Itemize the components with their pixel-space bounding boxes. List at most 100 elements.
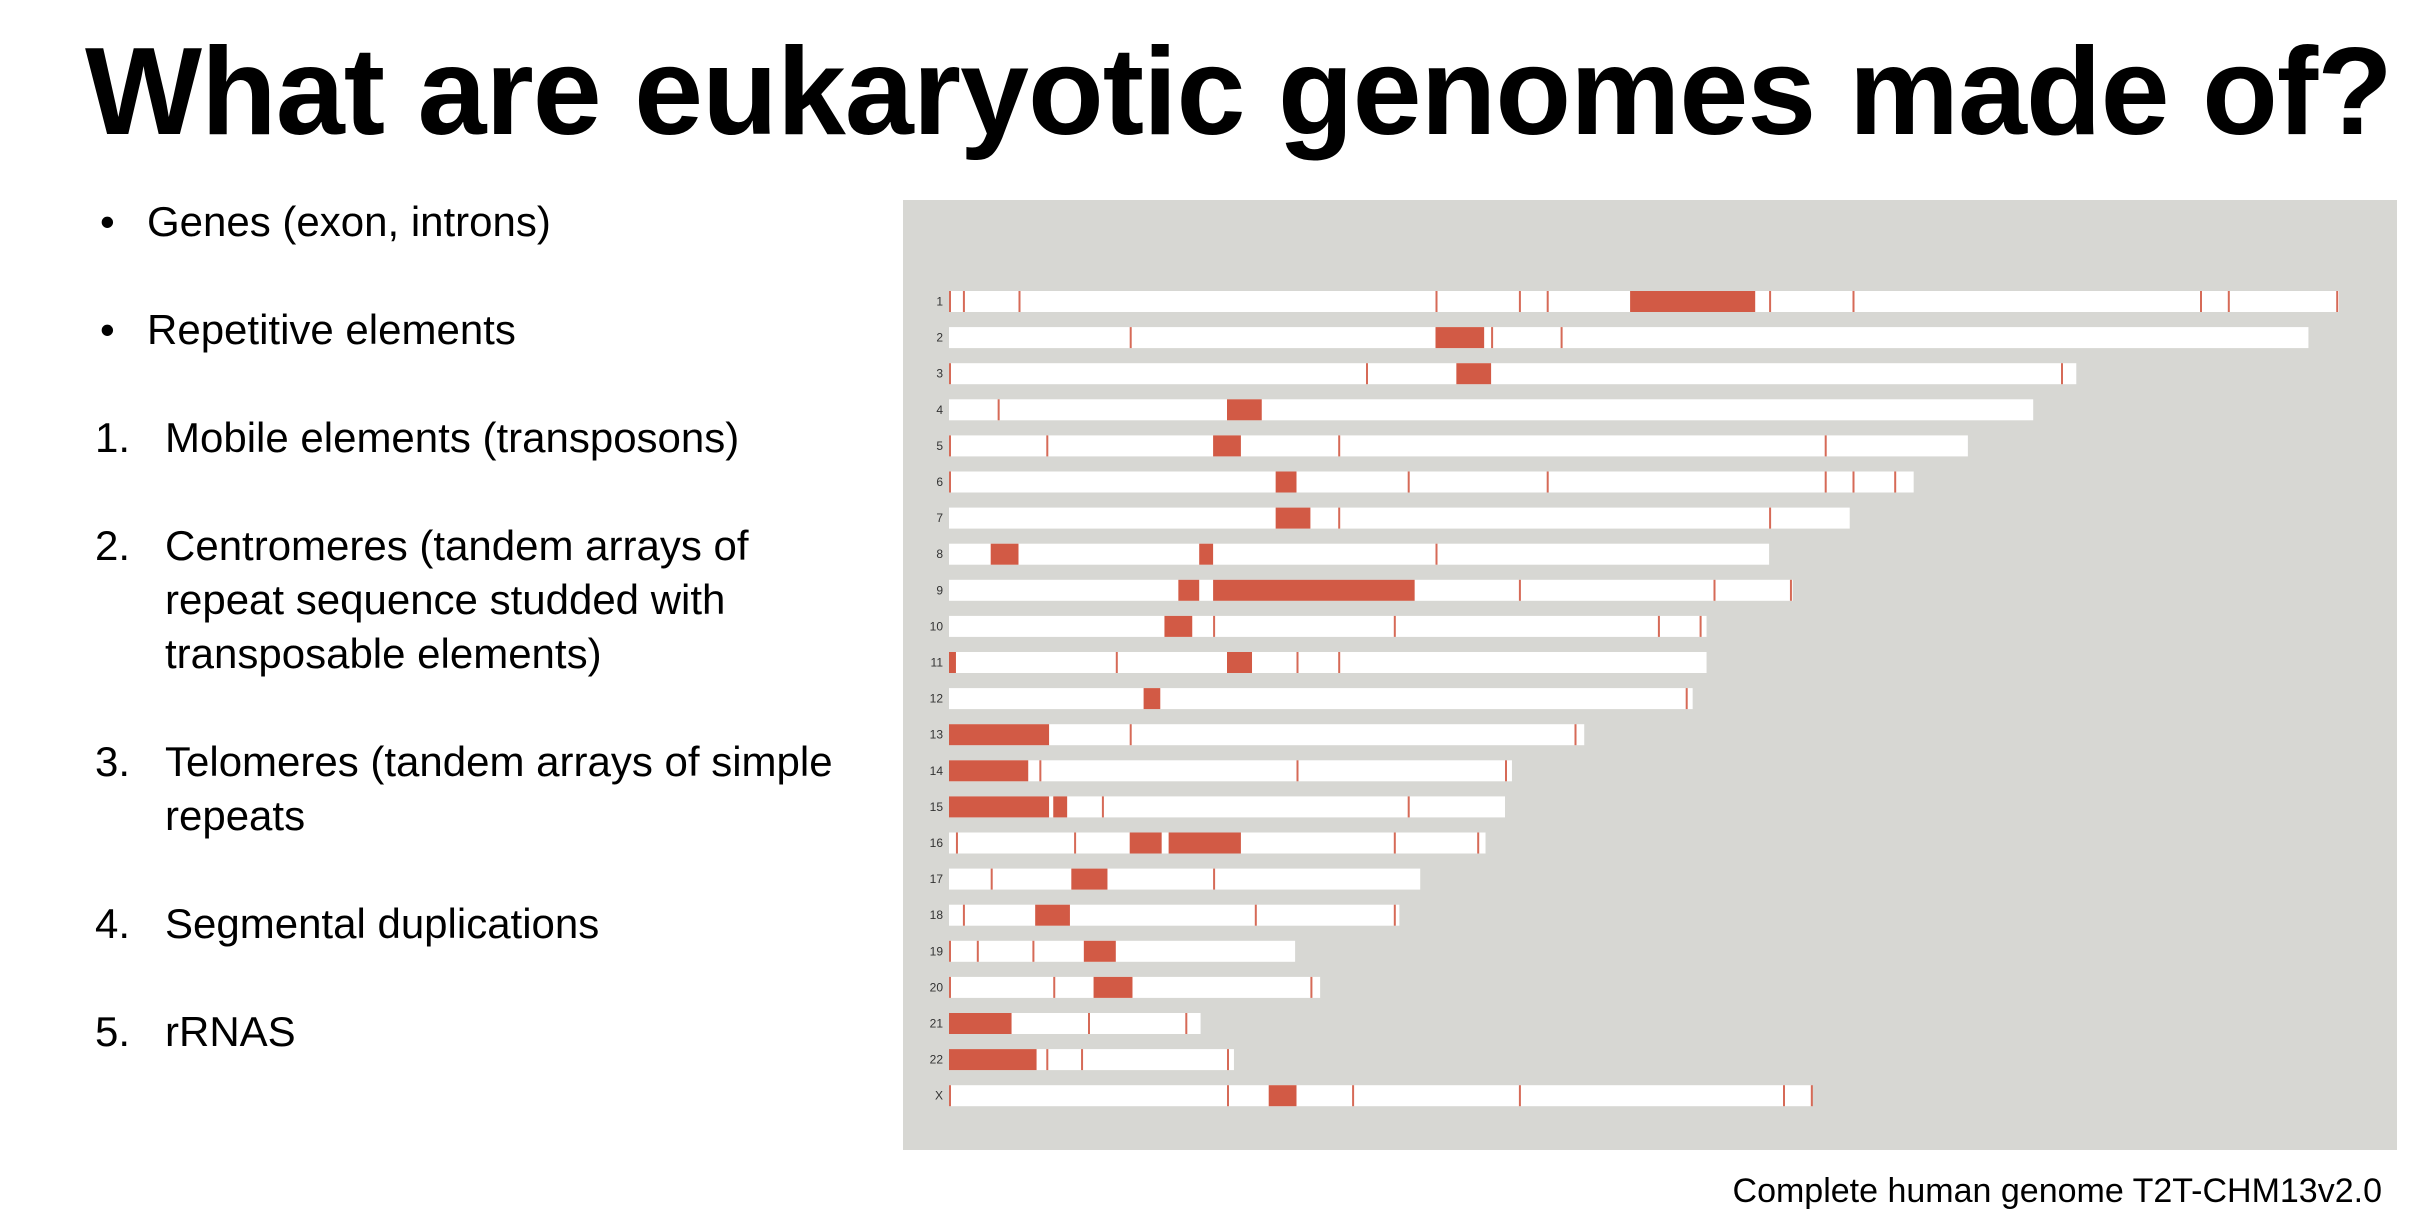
repeat-mark [1338,652,1341,673]
bullet-text: Repetitive elements [147,306,516,353]
repeat-mark [1352,1085,1355,1107]
chromosome-bar [949,796,1505,818]
repeat-mark [949,291,951,312]
repeat-block [1213,435,1241,457]
repeat-mark [1546,291,1549,312]
repeat-mark [1810,1085,1813,1107]
repeat-mark [976,940,979,962]
chromosome-label: 4 [936,403,943,417]
repeat-block [1268,1085,1297,1107]
chromosome-bar [949,1085,1813,1107]
repeat-block [1435,327,1485,349]
chromosome-label: 9 [936,583,943,597]
repeat-block [1630,291,1756,312]
repeat-mark [1338,435,1341,457]
repeat-mark [949,940,951,962]
repeat-block [1275,471,1297,493]
chromosome-bar [949,940,1296,962]
repeat-mark [955,832,958,854]
repeat-mark [1081,1049,1084,1071]
chromosome-22: 22 [930,1049,1234,1071]
chromosome-14: 14 [930,760,1512,782]
chromosome-bar [949,976,1321,998]
repeat-mark [1296,760,1299,782]
repeat-mark [2227,291,2230,312]
chromosome-label: X [935,1089,943,1103]
repeat-mark [1393,904,1396,926]
repeat-mark [1393,615,1396,637]
slide-title: What are eukaryotic genomes made of? [85,23,2393,161]
repeat-mark [1685,688,1688,710]
figure-caption: Complete human genome T2T-CHM13v2.0 [1732,1172,2382,1210]
chromosome-label: 13 [930,728,944,742]
chromosome-label: 14 [930,764,944,778]
repeat-mark [1296,652,1299,673]
repeat-block [1227,652,1253,673]
chromosome-label: 10 [930,619,944,633]
repeat-block [1053,796,1068,818]
chromosome-X: X [935,1085,1813,1107]
chromosome-18: 18 [930,904,1400,926]
chromosome-bar [949,724,1585,746]
repeat-mark [1366,363,1368,385]
repeat-mark [1032,940,1035,962]
chromosome-5: 5 [936,435,1968,457]
chromosome-19: 19 [930,940,1296,962]
repeat-block [949,652,956,673]
chromosome-label: 11 [931,656,944,670]
chromosome-bar [949,904,1400,926]
repeat-mark [1518,579,1521,601]
chromosome-label: 16 [930,836,944,850]
repeat-block [1168,832,1241,854]
repeat-mark [1713,579,1716,601]
chromosome-6: 6 [936,471,1914,493]
chromosome-bar [949,652,1707,673]
repeat-mark [1852,291,1855,312]
repeat-mark [949,976,951,998]
chromosome-bar [949,1013,1201,1034]
chromosome-label: 12 [930,692,944,706]
chromosome-bar [949,688,1693,710]
chromosome-3: 3 [936,363,2077,385]
repeat-block [1143,688,1161,710]
chromosome-8: 8 [936,543,1770,565]
repeat-mark [1407,796,1410,818]
repeat-mark [1185,1013,1188,1034]
chromosome-bar [949,471,1914,493]
chromosome-16: 16 [930,832,1486,854]
repeat-mark [962,291,965,312]
chromosome-2: 2 [936,327,2309,349]
repeat-mark [1699,615,1702,637]
chromosome-label: 1 [936,295,943,309]
repeat-mark [1129,327,1132,349]
repeat-block [949,1013,1012,1034]
chromosome-7: 7 [936,507,1850,529]
repeat-mark [1227,1085,1229,1107]
repeat-mark [1407,471,1410,493]
repeat-block [1178,579,1200,601]
repeat-mark [2336,291,2339,312]
repeat-mark [1505,760,1507,782]
number-marker: 4. [95,900,131,947]
chromosome-bar [949,399,2034,421]
chromosome-10: 10 [930,615,1707,637]
repeat-block [1164,615,1193,637]
repeat-block [1129,832,1162,854]
repeat-mark [1518,291,1521,312]
repeat-mark [1657,615,1660,637]
repeat-mark [1039,760,1042,782]
repeat-mark [949,1085,951,1107]
repeat-mark [1053,976,1056,998]
repeat-mark [1435,291,1438,312]
repeat-block [1083,940,1116,962]
repeat-mark [1824,471,1827,493]
chromosome-13: 13 [930,724,1585,746]
repeat-block [949,1049,1037,1071]
chromosome-bar [949,435,1968,457]
repeat-mark [1518,1085,1521,1107]
chromosome-label: 20 [930,980,944,994]
repeat-mark [1254,904,1257,926]
chromosome-label: 7 [936,511,943,525]
chromosome-bar [949,760,1512,782]
